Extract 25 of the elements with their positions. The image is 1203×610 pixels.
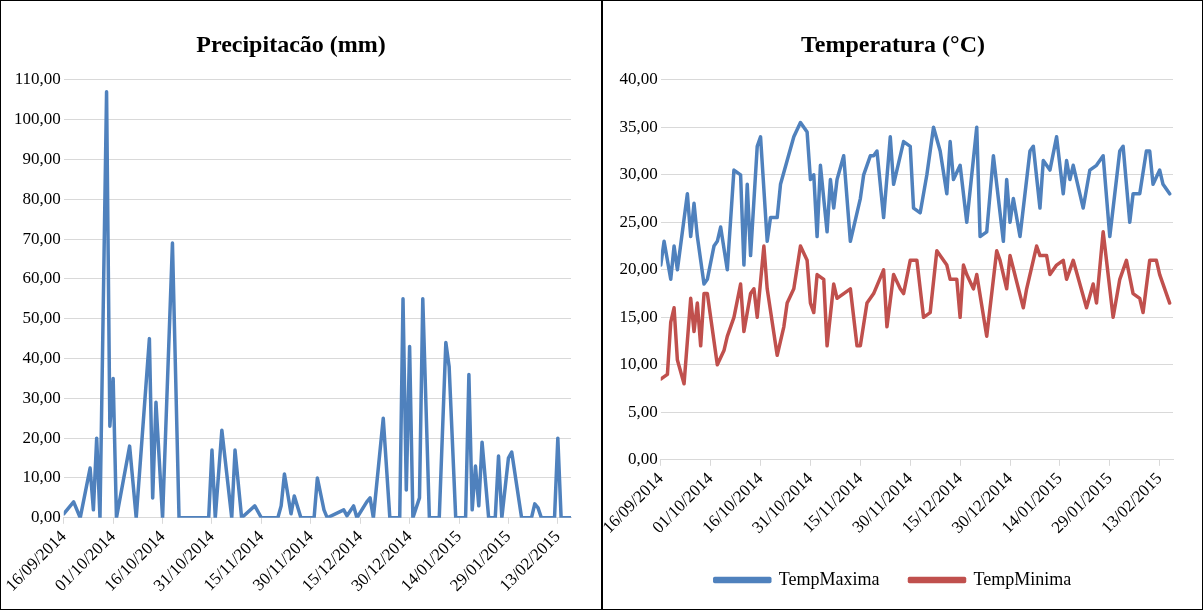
y-tick-label: 90,00 [22,148,61,168]
y-tick-label: 50,00 [22,308,61,328]
y-tick-label: 70,00 [22,228,61,248]
y-tick-label: 40,00 [619,69,658,89]
y-tick-label: 30,00 [619,164,658,184]
y-tick-label: 80,00 [22,188,61,208]
y-tick-label: 60,00 [22,268,61,288]
chart-title: Temperatura (°C) [800,30,985,57]
y-tick-label: 35,00 [619,116,658,136]
y-tick-label: 30,00 [22,387,61,407]
y-tick-label: 110,00 [14,69,61,89]
y-tick-label: 0,00 [627,449,658,469]
y-tick-label: 0,00 [31,507,61,527]
legend-label: TempMaxima [778,568,879,589]
y-tick-label: 5,00 [627,401,658,421]
y-tick-label: 100,00 [14,109,61,129]
y-tick-label: 20,00 [22,427,61,447]
y-tick-label: 40,00 [22,348,61,367]
chart-title: Precipitacão (mm) [196,30,386,57]
legend-label: TempMinima [972,568,1071,589]
y-tick-label: 10,00 [22,467,61,487]
y-tick-label: 25,00 [619,211,658,231]
y-tick-label: 20,00 [619,259,658,279]
y-tick-label: 10,00 [619,354,658,374]
y-tick-label: 15,00 [619,306,658,326]
